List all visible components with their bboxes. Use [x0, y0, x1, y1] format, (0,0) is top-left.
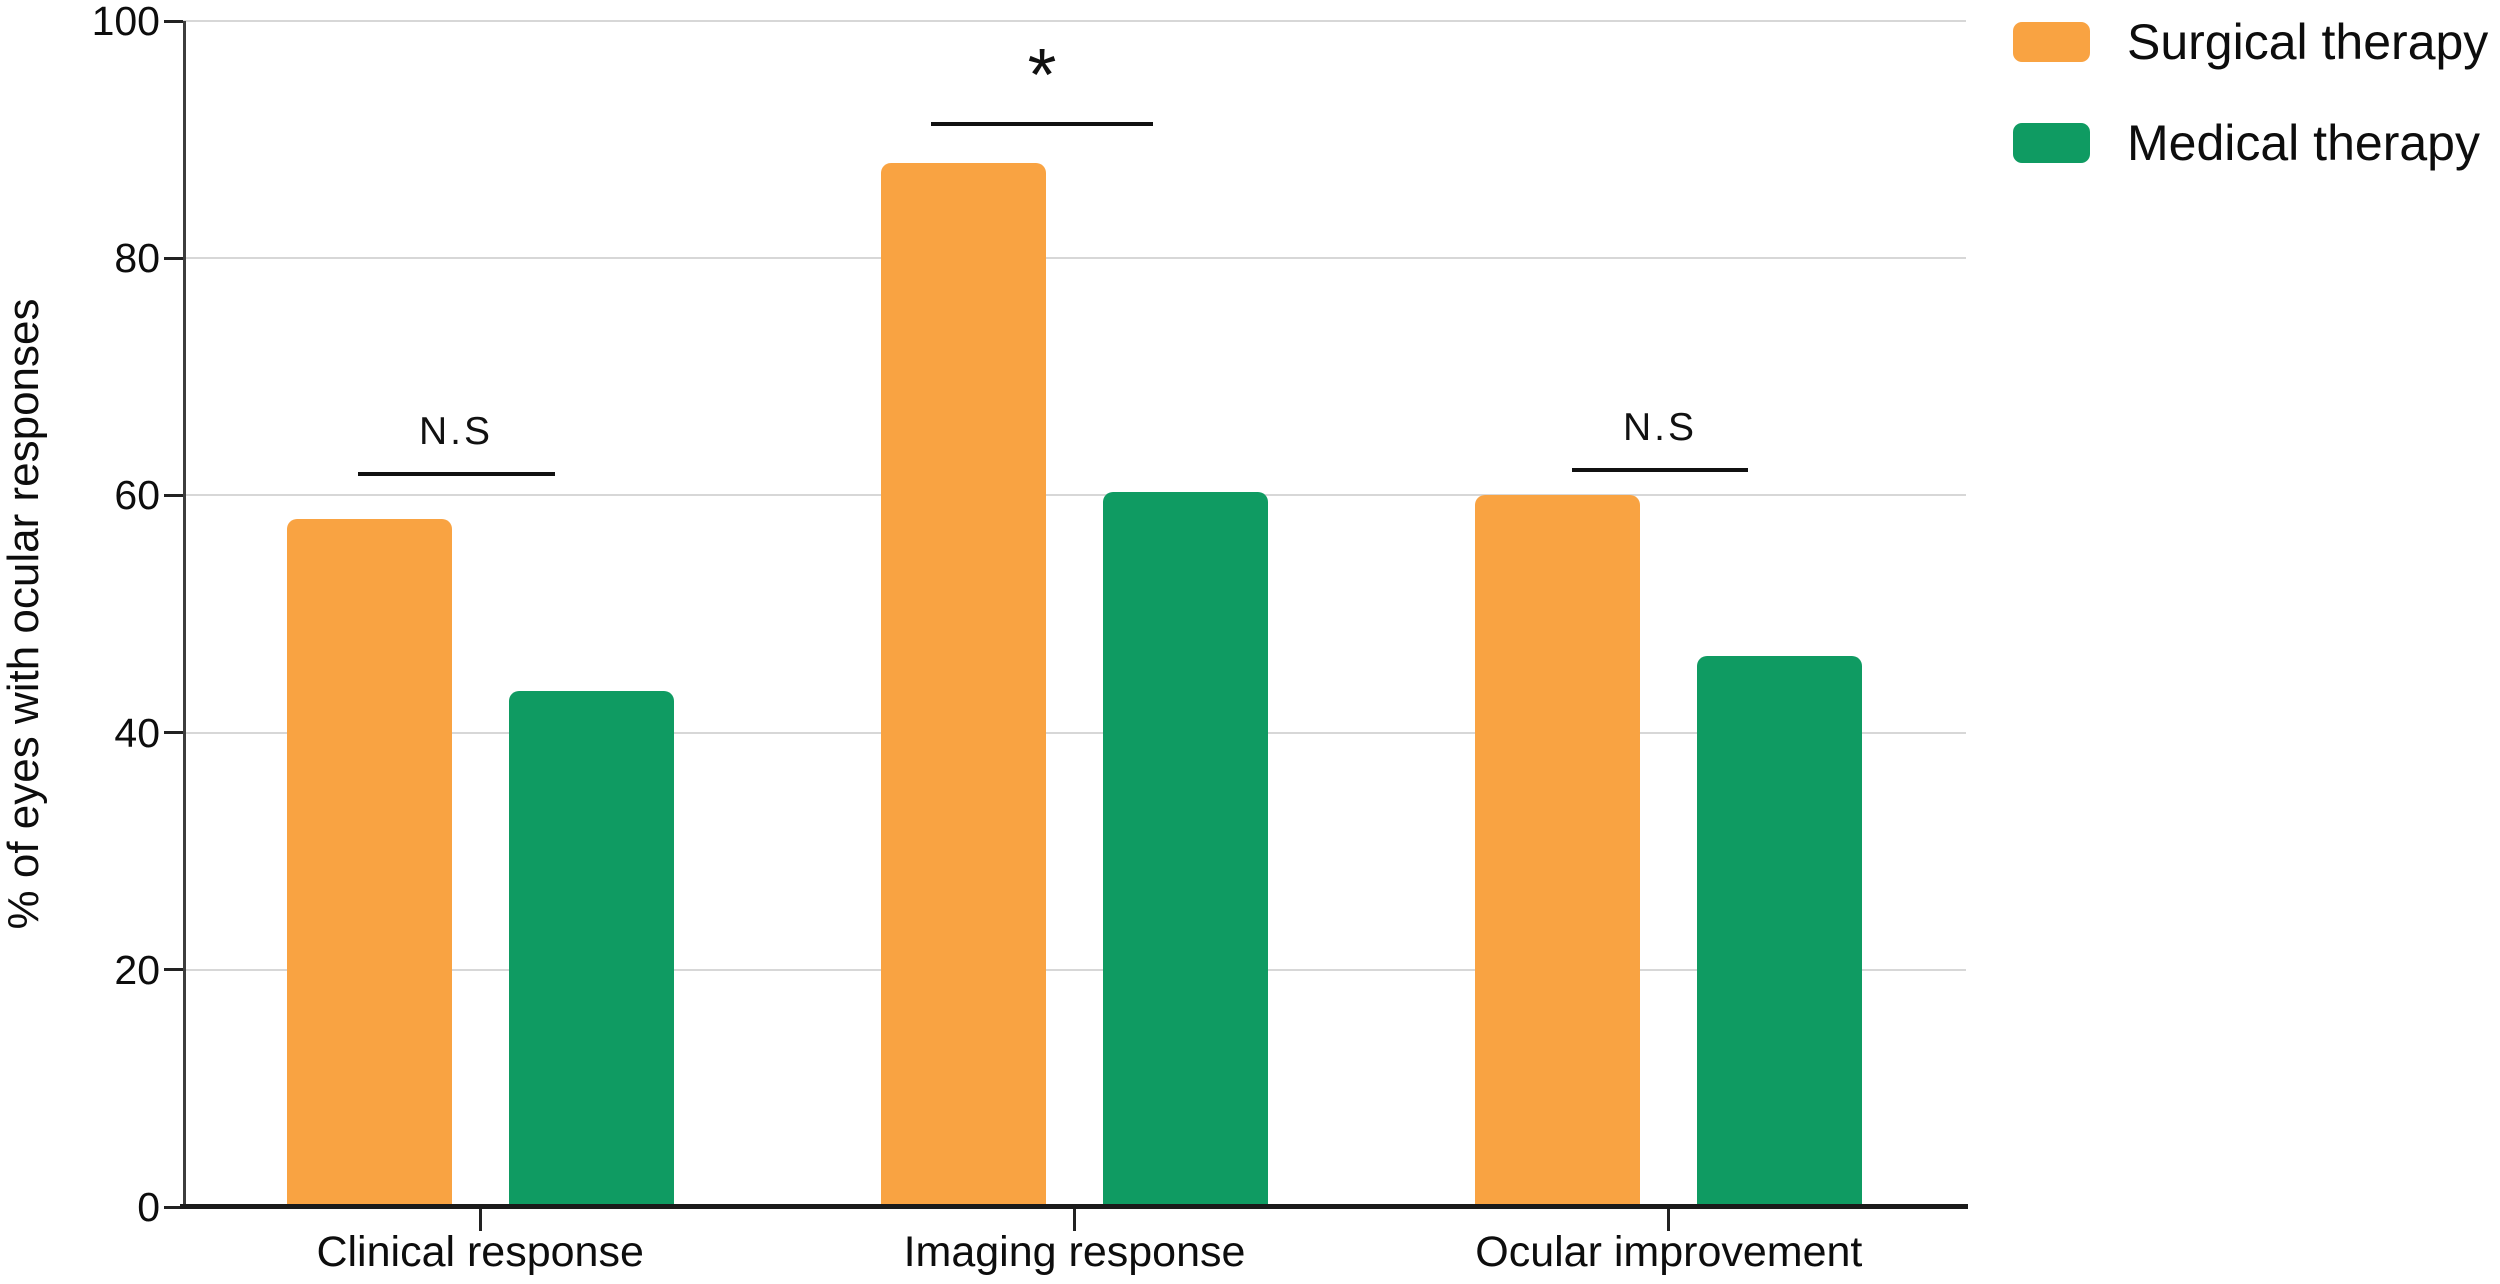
x-axis-line — [180, 1204, 1968, 1209]
y-tick-40 — [164, 731, 183, 735]
x-category-label-2: Ocular improvement — [1475, 1228, 1863, 1276]
y-tick-80 — [164, 256, 183, 260]
significance-line-0 — [357, 471, 555, 476]
bar-medical-0 — [508, 691, 674, 1207]
x-tick-0 — [478, 1207, 482, 1231]
gridline-60 — [183, 494, 1966, 497]
y-tick-label-40: 40 — [114, 709, 160, 756]
y-tick-0 — [164, 1205, 183, 1209]
significance-label-2: N.S — [1622, 406, 1698, 450]
significance-line-2 — [1572, 468, 1748, 473]
gridline-40 — [183, 731, 1966, 734]
y-tick-60 — [164, 493, 183, 497]
gridline-20 — [183, 968, 1966, 971]
y-tick-label-20: 20 — [114, 946, 160, 993]
y-tick-100 — [164, 19, 183, 23]
x-category-label-1: Imaging response — [903, 1228, 1246, 1276]
bar-medical-2 — [1697, 655, 1863, 1207]
x-category-label-0: Clinical response — [316, 1228, 644, 1276]
gridline-100 — [183, 20, 1966, 22]
legend-item-surgical: Surgical therapy — [2013, 17, 2488, 67]
x-tick-1 — [1073, 1207, 1076, 1231]
y-tick-label-100: 100 — [91, 0, 160, 44]
bar-surgical-1 — [881, 163, 1046, 1207]
y-tick-label-60: 60 — [114, 472, 160, 519]
y-axis-line — [183, 21, 186, 1207]
legend-swatch-medical — [2013, 123, 2090, 163]
x-tick-2 — [1667, 1207, 1671, 1231]
y-axis-title: % of eyes with ocular responses — [0, 298, 48, 930]
significance-label-1: * — [1027, 32, 1057, 116]
y-tick-label-0: 0 — [137, 1184, 160, 1230]
bar-surgical-0 — [286, 519, 452, 1207]
legend-label-surgical: Surgical therapy — [2127, 14, 2489, 70]
legend-swatch-surgical — [2013, 22, 2090, 62]
y-tick-label-80: 80 — [114, 235, 160, 282]
significance-label-0: N.S — [418, 409, 494, 453]
bar-medical-1 — [1103, 491, 1268, 1207]
gridline-80 — [183, 257, 1966, 260]
legend-item-medical: Medical therapy — [2013, 118, 2480, 168]
significance-line-1 — [931, 121, 1153, 126]
legend-label-medical: Medical therapy — [2127, 115, 2480, 171]
y-tick-20 — [164, 968, 183, 972]
bar-surgical-2 — [1475, 495, 1641, 1207]
